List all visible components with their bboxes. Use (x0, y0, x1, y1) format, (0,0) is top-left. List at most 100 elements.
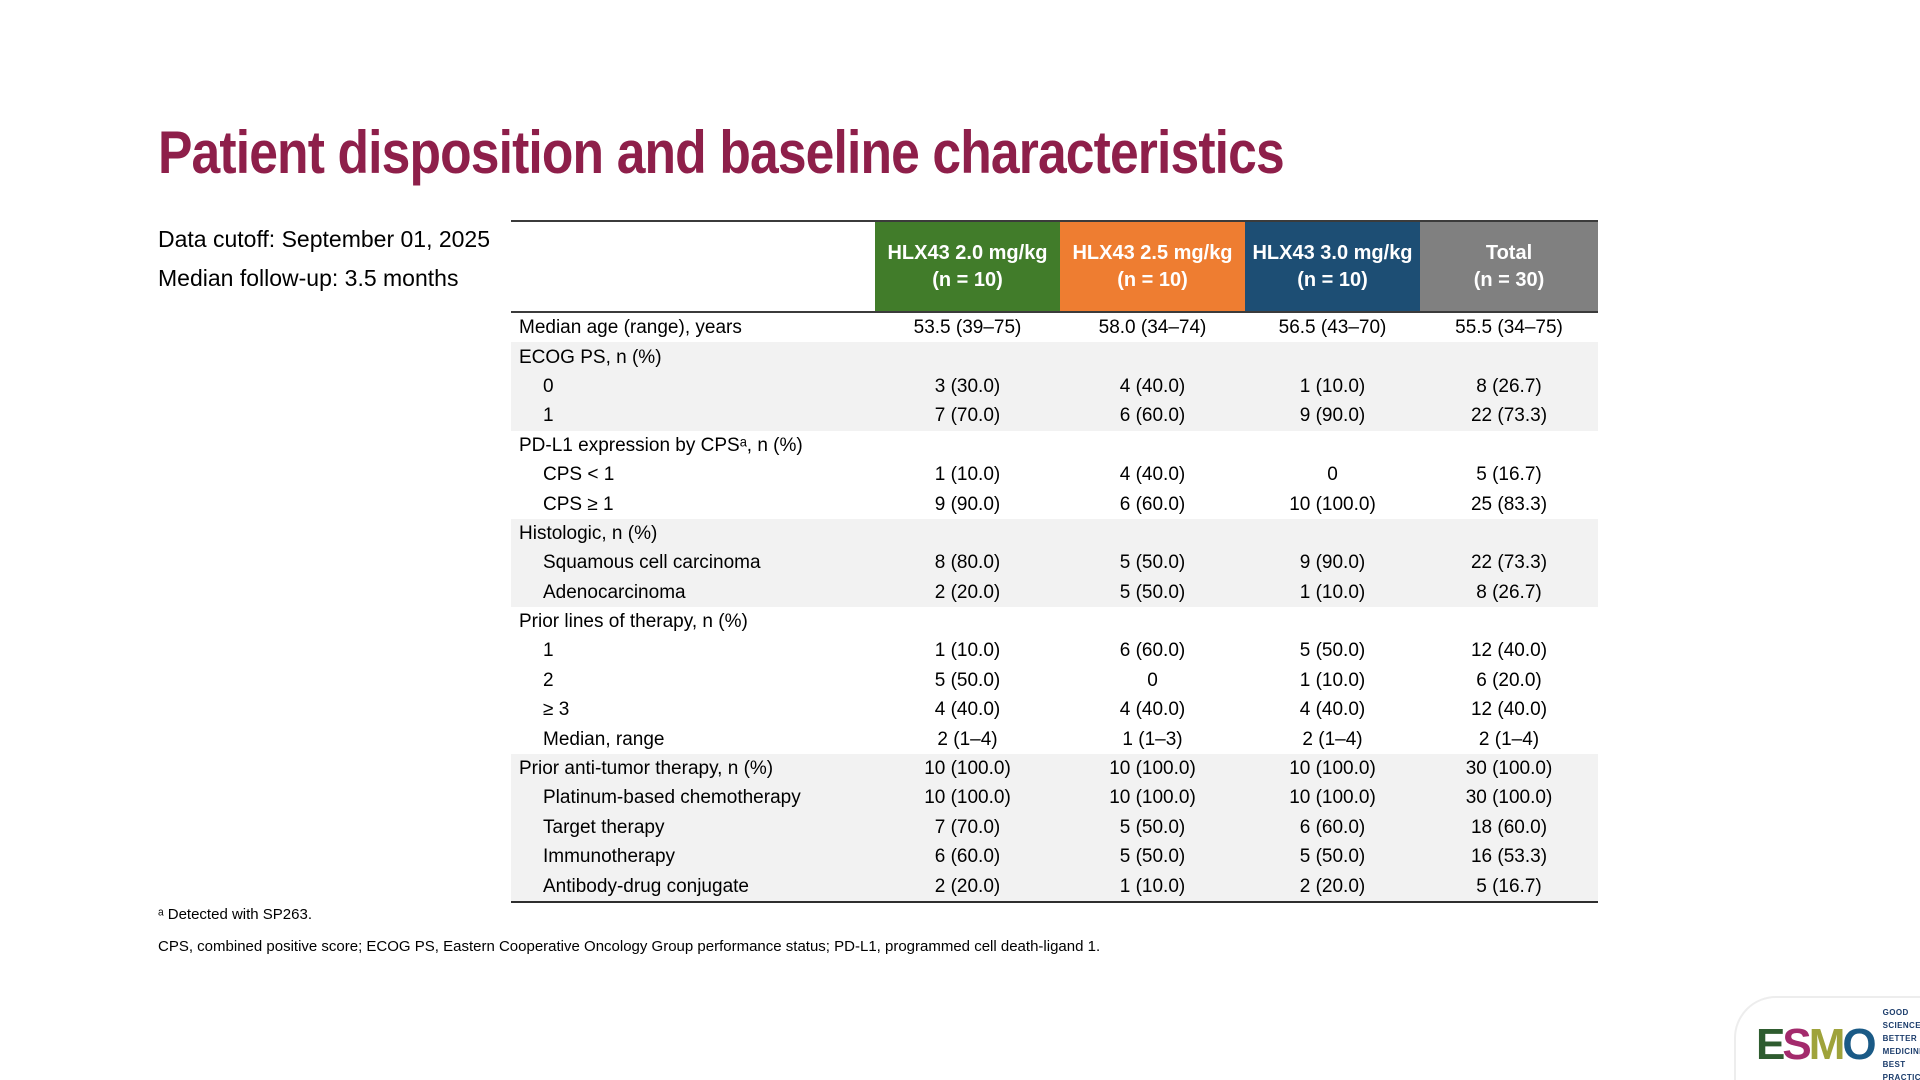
median-followup-text: Median follow-up: 3.5 months (158, 265, 459, 291)
cell-value: 0 (1327, 464, 1338, 486)
data-cutoff-text: Data cutoff: September 01, 2025 (158, 226, 491, 252)
baseline-characteristics-table: HLX43 2.0 mg/kg (n = 10) HLX43 2.5 mg/kg (n… (511, 220, 1598, 903)
cell-value: 5 (50.0) (1119, 552, 1186, 574)
cell-value: 12 (40.0) (1470, 699, 1548, 721)
column-header-line2: (n = 30) (1473, 268, 1545, 291)
row-label: 2 (543, 669, 554, 691)
cell-value: 4 (40.0) (1299, 699, 1366, 721)
cell-value: 10 (100.0) (1289, 758, 1376, 780)
esmo-tagline: GOOD SCIENCE BETTER MEDICINE BEST PRACTI… (1883, 1006, 1920, 1080)
cell-value: 10 (100.0) (1289, 787, 1376, 809)
row-label: ECOG PS, n (%) (519, 346, 662, 368)
table-row: Squamous cell carcinoma 8 (80.0) 5 (50.0) 9… (511, 548, 1598, 578)
cell-value: 1 (10.0) (1119, 875, 1186, 897)
cell-value: 1 (10.0) (934, 640, 1001, 662)
cell-value: 9 (90.0) (1299, 552, 1366, 574)
cell-value: 2 (20.0) (934, 875, 1001, 897)
cell-value: 6 (60.0) (1119, 405, 1186, 427)
row-label: Squamous cell carcinoma (543, 552, 761, 574)
cell-value: 2 (20.0) (1299, 875, 1366, 897)
cell-value: 4 (40.0) (1119, 375, 1186, 397)
cell-value: 30 (100.0) (1465, 758, 1553, 780)
cell-value: 1 (10.0) (1299, 581, 1366, 603)
table-row: Platinum-based chemotherapy 10 (100.0) 10 … (511, 783, 1598, 813)
esmo-logo-letter: S (1782, 1020, 1811, 1069)
cell-value: 9 (90.0) (934, 493, 1001, 515)
table-row: ≥ 3 4 (40.0) 4 (40.0) 4 (40.0) 12 (40.0) (511, 695, 1598, 724)
table-row: Median, range 2 (1–4) 1 (1–3) 2 (1–4) 2 (1–4… (511, 724, 1598, 753)
cell-value (1060, 342, 1245, 371)
cell-value: 9 (90.0) (1299, 405, 1366, 427)
row-label: Platinum-based chemotherapy (543, 787, 801, 809)
column-header: HLX43 2.0 mg/kg (n = 10) (875, 221, 1060, 312)
row-label: Median, range (543, 728, 665, 750)
cell-value: 6 (20.0) (1476, 669, 1542, 691)
row-label: Prior lines of therapy, n (%) (519, 611, 748, 633)
cell-value (1420, 431, 1598, 460)
cell-value: 5 (50.0) (1119, 846, 1186, 868)
cell-value (1245, 342, 1420, 371)
cell-value: 1 (10.0) (1299, 375, 1366, 397)
cell-value: 25 (83.3) (1470, 493, 1548, 515)
row-label: Median age (range), years (519, 317, 742, 339)
cell-value: 2 (20.0) (934, 581, 1001, 603)
column-header-line2: (n = 10) (932, 268, 1003, 291)
table-row: 2 5 (50.0) 0 1 (10.0) 6 (20.0) (511, 666, 1598, 695)
cell-value: 5 (50.0) (1119, 816, 1186, 838)
table-row: Prior lines of therapy, n (%) (511, 607, 1598, 636)
cell-value: 7 (70.0) (934, 816, 1001, 838)
cell-value: 2 (1–4) (1302, 728, 1363, 750)
row-label: Target therapy (543, 816, 665, 838)
row-label: CPS ≥ 1 (543, 493, 614, 515)
esmo-logo-letter: E (1756, 1020, 1785, 1069)
cell-value: 10 (100.0) (1109, 758, 1196, 780)
cell-value: 5 (50.0) (934, 669, 1001, 691)
column-header-line1: HLX43 2.0 mg/kg (887, 241, 1048, 264)
table-row: Immunotherapy 6 (60.0) 5 (50.0) 5 (50.0) 16 … (511, 842, 1598, 872)
cell-value: 8 (26.7) (1476, 581, 1542, 603)
cell-value: 10 (100.0) (1109, 787, 1196, 809)
column-header: HLX43 3.0 mg/kg (n = 10) (1245, 221, 1420, 312)
row-label: 1 (543, 405, 554, 427)
cell-value (1060, 607, 1245, 636)
table-head-row: HLX43 2.0 mg/kg (n = 10) HLX43 2.5 mg/kg (n… (511, 221, 1598, 312)
cell-value: 1 (10.0) (1299, 669, 1366, 691)
column-header-line1: Total (1485, 241, 1533, 264)
row-label: Antibody-drug conjugate (543, 875, 749, 897)
cell-value: 3 (30.0) (934, 375, 1001, 397)
cell-value: 0 (1147, 669, 1158, 691)
table-row: CPS ≥ 1 9 (90.0) 6 (60.0) 10 (100.0) 25 (83.… (511, 489, 1598, 518)
esmo-logo-letter: O (1842, 1020, 1876, 1069)
cell-value (1060, 431, 1245, 460)
column-header: Total (n = 30) (1420, 221, 1598, 312)
card-corner-decoration (1734, 996, 1920, 1080)
cell-value: 6 (60.0) (1119, 493, 1186, 515)
cell-value: 22 (73.3) (1470, 552, 1548, 574)
table-row: Median age (range), years 53.5 (39–75) 58.… (511, 312, 1598, 342)
row-label: Histologic, n (%) (519, 522, 658, 544)
cell-value: 22 (73.3) (1470, 405, 1548, 427)
data-cutoff-info: Data cutoff: September 01, 2025 Median f… (158, 220, 490, 298)
cell-value: 2 (1–4) (1478, 728, 1540, 750)
cell-value: 2 (1–4) (937, 728, 998, 750)
esmo-tagline-line: BETTER MEDICINE (1882, 1034, 1920, 1056)
esmo-logo-letter: M (1808, 1020, 1846, 1069)
cell-value (875, 342, 1060, 371)
cell-value: 1 (10.0) (934, 464, 1001, 486)
row-label: Immunotherapy (543, 846, 676, 868)
cell-value: 12 (40.0) (1470, 640, 1548, 662)
row-label: PD-L1 expression by CPSᵃ, n (%) (519, 434, 803, 456)
cell-value: 8 (80.0) (934, 552, 1001, 574)
table-row: 0 3 (30.0) 4 (40.0) 1 (10.0) 8 (26.7) (511, 371, 1598, 402)
table-row: 1 1 (10.0) 6 (60.0) 5 (50.0) 12 (40.0) (511, 636, 1598, 665)
cell-value: 5 (50.0) (1119, 581, 1186, 603)
table-row: Prior anti-tumor therapy, n (%) 10 (100.0… (511, 753, 1598, 784)
esmo-tagline-line: BEST PRACTICE (1882, 1060, 1920, 1080)
cell-value (1420, 519, 1598, 548)
baseline-characteristics-table-wrap: HLX43 2.0 mg/kg (n = 10) HLX43 2.5 mg/kg (n… (511, 220, 1598, 903)
cell-value: 16 (53.3) (1470, 846, 1548, 868)
column-header: HLX43 2.5 mg/kg (n = 10) (1060, 221, 1245, 312)
cell-value: 10 (100.0) (1289, 493, 1376, 515)
